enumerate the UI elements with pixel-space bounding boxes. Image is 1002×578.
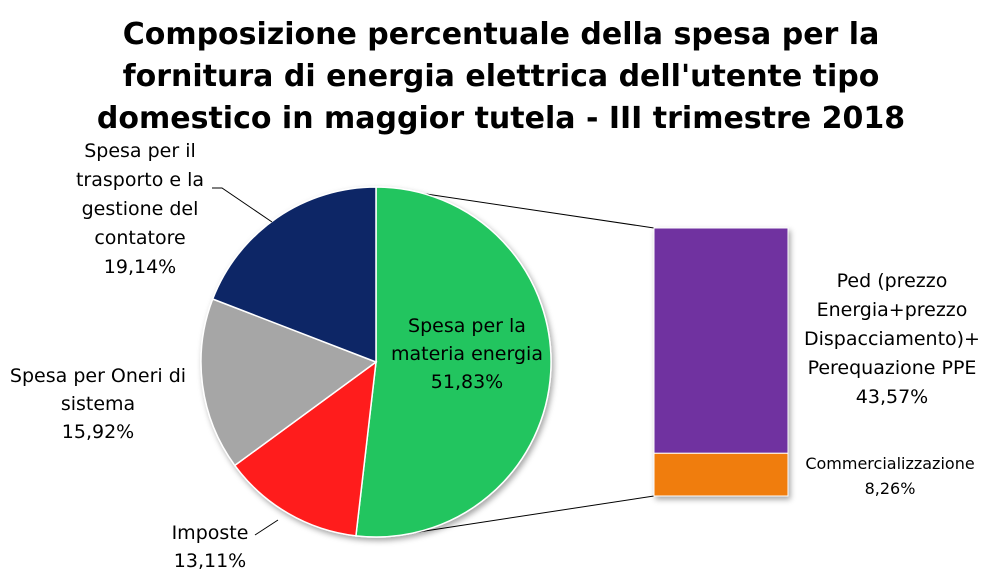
leader-line: [254, 519, 279, 536]
pie-category-label: gestione del: [82, 198, 199, 220]
pie-category-label: Imposte: [172, 522, 249, 544]
pie-label-spesa-per-la: Spesa per la materia energia 51,83%: [391, 315, 543, 393]
bar-category-label: Commercializzazione: [805, 454, 974, 473]
bar-value-label: 43,57%: [856, 386, 928, 408]
pie-label-imposte: Imposte 13,11%: [172, 519, 279, 572]
bar-label-commercializzazione: Commercializzazione 8,26%: [805, 454, 974, 498]
bar-category-label: Dispacciamento)+: [804, 328, 980, 350]
chart-title: Composizione percentuale della spesa per…: [97, 17, 905, 136]
pie-category-label: materia energia: [391, 343, 543, 365]
pie-labels: Spesa per la materia energia 51,83% Imposte…: [10, 140, 543, 572]
breakdown-bar-labels: Ped (prezzo Energia+prezzo Dispacciamento)…: [804, 270, 980, 498]
title-line-3: domestico in maggior tutela - III trimes…: [97, 101, 905, 136]
bar-category-label: Energia+prezzo: [817, 299, 968, 321]
pie-category-label: trasporto e la: [76, 169, 204, 191]
pie-value-label: 19,14%: [104, 256, 176, 278]
pie-value-label: 15,92%: [62, 421, 134, 443]
pie-value-label: 51,83%: [431, 371, 503, 393]
pie-slice-imposte: [233, 360, 377, 537]
pie-category-label: Spesa per Oneri di: [10, 365, 186, 387]
bar-segment-ped-prezzo: [653, 227, 789, 454]
pie-category-label: contatore: [94, 227, 185, 249]
pie-value-label: 13,11%: [174, 550, 246, 572]
bar-label-ped-prezzo: Ped (prezzo Energia+prezzo Dispacciamento)…: [804, 270, 980, 408]
bar-category-label: Perequazione PPE: [808, 357, 977, 379]
pie-chart: [200, 186, 552, 538]
bar-value-label: 8,26%: [865, 479, 916, 498]
title-line-2: fornitura di energia elettrica dell'uten…: [123, 59, 880, 94]
pie-slice-spesa-per-la-materia-energia: [355, 186, 552, 538]
title-line-1: Composizione percentuale della spesa per…: [123, 17, 880, 52]
bar-segment-commercializzazione: [653, 452, 789, 497]
leader-line: [212, 187, 273, 223]
pie-category-label: sistema: [61, 393, 135, 415]
pie-label-spesa-per-oneri-di: Spesa per Oneri di sistema 15,92%: [10, 365, 186, 443]
connector-bottom: [416, 495, 655, 533]
pie-label-spesa-per-il: Spesa per il trasporto e la gestione del co…: [76, 140, 273, 278]
pie-category-label: Spesa per la: [408, 315, 526, 337]
bar-category-label: Ped (prezzo: [837, 270, 948, 292]
pie-slice-spesa-per-il-trasporto-e-la-gestione-del-contatore: [211, 186, 377, 364]
breakdown-bar: [653, 227, 789, 497]
pie-slice-spesa-per-oneri-di-sistema: [200, 298, 378, 467]
pie-category-label: Spesa per il: [84, 140, 196, 162]
